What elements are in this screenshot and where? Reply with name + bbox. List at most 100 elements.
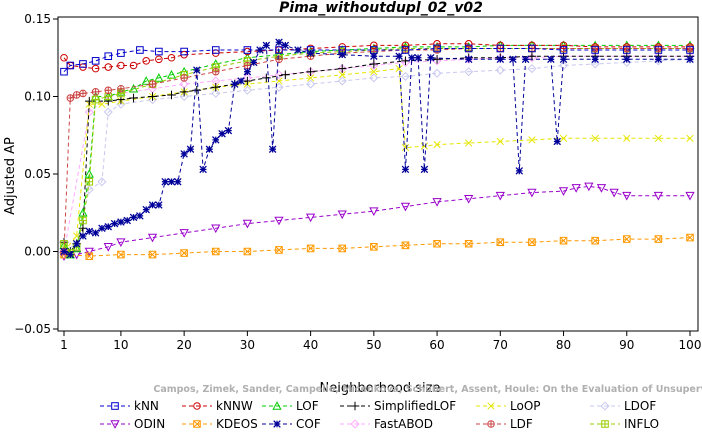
point-loop: [98, 100, 106, 108]
legend-marker-knnw: [193, 402, 201, 410]
point-knnw: [401, 41, 410, 50]
point-cof: [186, 145, 195, 153]
point-loop: [465, 139, 473, 147]
point-odin: [527, 188, 537, 198]
legend-item-odin: ODIN: [100, 417, 165, 431]
point-cof: [136, 212, 144, 220]
x-tick-label: 30: [240, 338, 255, 352]
point-cof: [553, 137, 561, 146]
point-ldf: [211, 67, 220, 76]
point-knn: [433, 44, 441, 53]
point-simplifiedlof: [148, 92, 157, 101]
point-cof: [464, 55, 473, 64]
legend-label-odin: ODIN: [134, 417, 165, 431]
point-knn: [401, 46, 410, 54]
legend-marker-cof: [273, 420, 281, 428]
series-lof: [59, 40, 695, 259]
point-knnw: [104, 63, 113, 71]
point-cof: [199, 165, 207, 174]
point-ldf: [117, 85, 125, 93]
point-cof: [256, 46, 264, 54]
point-ldof: [464, 67, 474, 77]
point-odin: [242, 219, 253, 229]
point-cof: [515, 167, 524, 175]
point-ldf: [104, 86, 113, 95]
legend-label-ldf: LDF: [510, 417, 533, 431]
point-odin: [179, 229, 189, 238]
y-tick-label: 0.05: [24, 167, 51, 181]
point-knnw: [142, 57, 151, 65]
point-simplifiedlof: [262, 73, 271, 83]
point-ldf: [72, 91, 81, 99]
y-axis-label: Adjusted AP: [3, 137, 18, 215]
point-cof: [509, 55, 517, 64]
point-loop: [370, 68, 378, 76]
legend-label-ldof: LDOF: [624, 399, 656, 413]
point-odin: [369, 207, 379, 217]
point-odin: [274, 216, 284, 226]
point-cof: [123, 216, 131, 225]
point-cof: [98, 224, 106, 233]
point-kdeos: [559, 236, 568, 245]
point-loop: [559, 134, 568, 143]
point-knn: [622, 46, 631, 54]
point-ldof: [495, 65, 505, 75]
point-cof: [559, 55, 568, 64]
point-ldof: [559, 60, 569, 71]
point-cof: [249, 58, 258, 67]
point-cof: [243, 67, 252, 76]
point-ldf: [79, 89, 87, 98]
point-cof: [205, 145, 214, 153]
point-ldof: [242, 85, 252, 95]
point-cof: [408, 53, 416, 62]
point-knnw: [117, 61, 125, 70]
point-ldof: [103, 107, 113, 117]
point-ldf: [622, 44, 631, 53]
point-loop: [591, 134, 599, 143]
legend-item-fastabod: FastABOD: [340, 417, 433, 431]
point-simplifiedlof: [281, 70, 290, 80]
legend-marker-ldf: [487, 420, 495, 428]
point-cof: [230, 80, 239, 88]
point-cof: [262, 41, 271, 50]
point-ldof: [179, 91, 189, 102]
legend-marker-fastabod: [350, 419, 360, 429]
point-kdeos: [622, 235, 631, 243]
point-knn: [79, 60, 87, 68]
point-cof: [104, 222, 113, 231]
x-tick-label: 20: [177, 338, 192, 352]
point-knn: [559, 46, 568, 54]
point-odin: [596, 184, 607, 193]
point-knn: [104, 52, 113, 61]
point-odin: [495, 191, 505, 201]
point-cof: [60, 247, 68, 256]
point-cof: [91, 229, 100, 237]
point-ldf: [66, 94, 75, 102]
legend-marker-ldof: [600, 401, 610, 411]
x-tick-label: 1: [60, 338, 68, 352]
point-odin: [211, 224, 221, 234]
point-fastabod: [84, 107, 94, 117]
y-tick-label: 0.10: [24, 90, 51, 104]
point-knnw: [464, 40, 473, 48]
point-kdeos: [654, 235, 663, 243]
point-inflo: [85, 177, 94, 186]
point-cof: [591, 55, 599, 64]
point-lof: [84, 169, 94, 178]
legend-item-knnw: kNNW: [182, 399, 253, 413]
legend-label-knn: kNN: [134, 399, 159, 413]
legend-marker-simplifiedlof: [350, 401, 360, 411]
point-cof: [237, 77, 245, 85]
point-kdeos: [85, 252, 94, 260]
point-knn: [496, 44, 505, 53]
point-ldf: [180, 74, 188, 82]
point-cof: [72, 239, 81, 248]
point-loop: [496, 137, 504, 146]
x-tick-label: 50: [366, 338, 381, 352]
point-kdeos: [370, 243, 378, 251]
point-cof: [180, 150, 188, 158]
point-odin: [622, 191, 632, 201]
point-knnw: [129, 61, 138, 70]
x-tick-label: 100: [679, 338, 702, 352]
